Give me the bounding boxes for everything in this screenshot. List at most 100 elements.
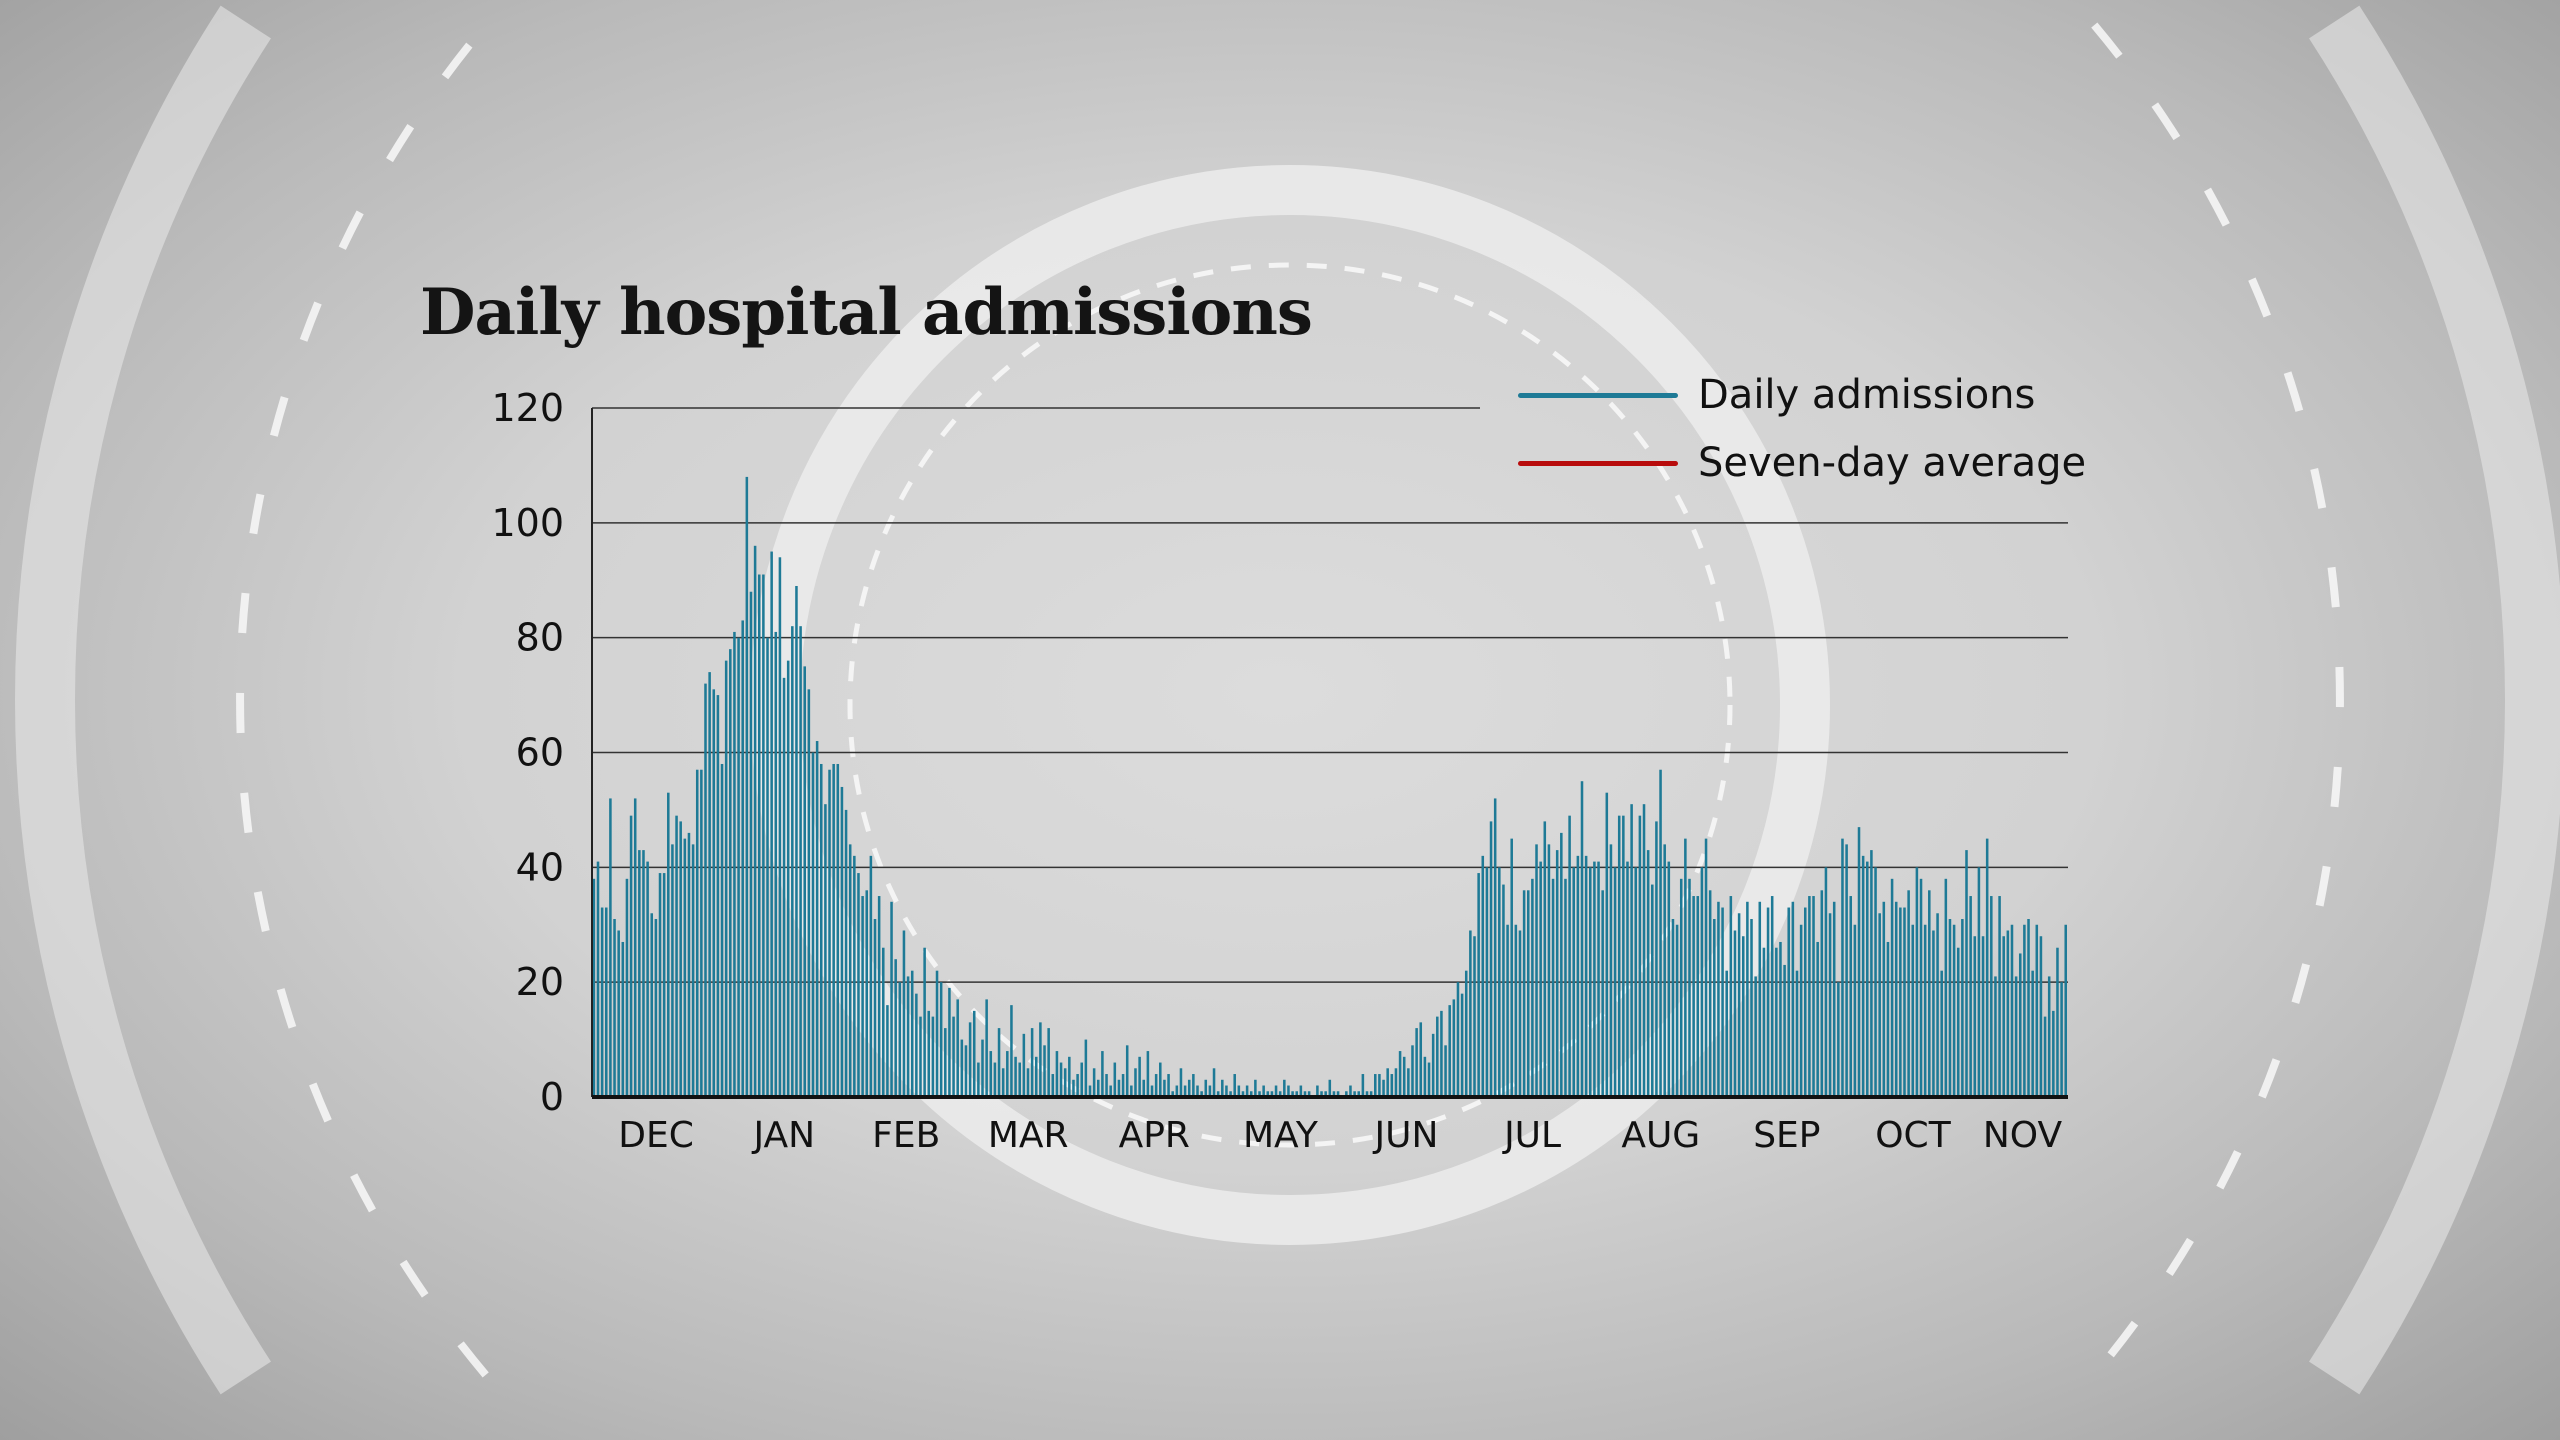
bar	[1584, 855, 1588, 1097]
bar	[609, 798, 612, 1097]
bar	[1427, 1062, 1431, 1097]
bar	[848, 844, 852, 1097]
bar	[861, 896, 864, 1097]
bar	[766, 637, 769, 1097]
bar	[799, 626, 802, 1097]
bar	[1477, 873, 1480, 1097]
bar	[1163, 1079, 1166, 1097]
y-tick-label: 60	[516, 731, 564, 775]
inner-dashed-ring	[847, 262, 1733, 1148]
bar	[1469, 930, 1472, 1097]
bar	[1345, 1091, 1348, 1097]
bar	[1055, 1051, 1059, 1097]
bar	[1518, 930, 1522, 1097]
bar	[1522, 890, 1526, 1097]
bar	[910, 970, 914, 1097]
bar	[1365, 1091, 1369, 1097]
bar	[1374, 1074, 1377, 1097]
bar	[1014, 1056, 1017, 1097]
bar	[1171, 1091, 1174, 1097]
bar	[886, 1005, 889, 1097]
bar	[1159, 1062, 1162, 1097]
bar	[1837, 982, 1840, 1097]
dashed-ring-left	[236, 22, 489, 1378]
bar	[1006, 1051, 1009, 1097]
bar	[1402, 1056, 1406, 1097]
bar	[977, 1062, 980, 1097]
bar	[2006, 930, 2010, 1097]
bar	[737, 637, 740, 1097]
bar	[1667, 861, 1671, 1097]
bar	[931, 1016, 935, 1097]
bar	[960, 1039, 964, 1097]
bar	[1485, 867, 1489, 1097]
x-tick-label: FEB	[872, 1115, 940, 1156]
bar	[1981, 936, 1985, 1097]
bar	[1560, 832, 1563, 1097]
bar	[997, 1028, 1001, 1097]
bar	[1907, 890, 1910, 1097]
bar	[733, 631, 736, 1097]
bar	[1663, 844, 1666, 1097]
dashed-ring-right	[2091, 22, 2344, 1378]
bar	[770, 551, 773, 1097]
bar	[1861, 855, 1865, 1097]
bar	[1526, 890, 1530, 1097]
bar	[1750, 919, 1753, 1097]
bar	[1849, 896, 1853, 1097]
bar	[1444, 1045, 1447, 1097]
bar	[1717, 901, 1720, 1097]
x-tick-label: JUL	[1502, 1115, 1561, 1156]
bar	[1386, 1068, 1389, 1097]
bar	[1150, 1085, 1154, 1097]
bar	[915, 993, 918, 1097]
bar	[1117, 1079, 1121, 1097]
bar	[1816, 941, 1819, 1097]
bar	[745, 476, 749, 1097]
bar	[1121, 1074, 1125, 1097]
bar	[1857, 827, 1861, 1097]
bar	[948, 987, 951, 1097]
bar	[1770, 896, 1774, 1097]
bar	[1493, 798, 1497, 1097]
bar	[1853, 924, 1857, 1097]
bar	[1758, 901, 1762, 1097]
bar	[1001, 1068, 1005, 1097]
bar	[757, 574, 761, 1097]
bar	[1531, 878, 1534, 1097]
bar	[1915, 867, 1919, 1097]
bar	[2043, 1016, 2047, 1097]
legend-item-daily-admissions: Daily admissions	[1518, 372, 2035, 418]
bar	[786, 660, 790, 1097]
bar	[654, 919, 658, 1097]
bar	[795, 585, 798, 1097]
bar	[952, 1016, 955, 1097]
bar	[857, 873, 860, 1097]
bar	[1655, 821, 1658, 1097]
bar	[1407, 1068, 1410, 1097]
y-tick-label: 40	[516, 845, 564, 889]
bar	[935, 970, 939, 1097]
bar	[1535, 844, 1538, 1097]
bar	[2023, 924, 2026, 1097]
bar	[1047, 1028, 1050, 1097]
bar	[1336, 1091, 1340, 1097]
bar	[1287, 1085, 1290, 1097]
bar	[972, 1010, 976, 1097]
bar	[1394, 1068, 1398, 1097]
bar	[729, 649, 732, 1097]
bar	[1543, 821, 1547, 1097]
bar	[1998, 896, 2001, 1097]
bar	[1808, 896, 1811, 1097]
bar	[819, 763, 823, 1097]
bar	[1572, 867, 1575, 1097]
bar	[1072, 1079, 1075, 1097]
bar	[1944, 878, 1948, 1097]
bar	[1725, 970, 1728, 1097]
bar	[1580, 781, 1584, 1097]
bar	[1030, 1028, 1034, 1097]
bar	[939, 982, 943, 1097]
bar	[2060, 982, 2063, 1097]
bar	[1878, 913, 1881, 1097]
bar	[1903, 907, 1906, 1097]
